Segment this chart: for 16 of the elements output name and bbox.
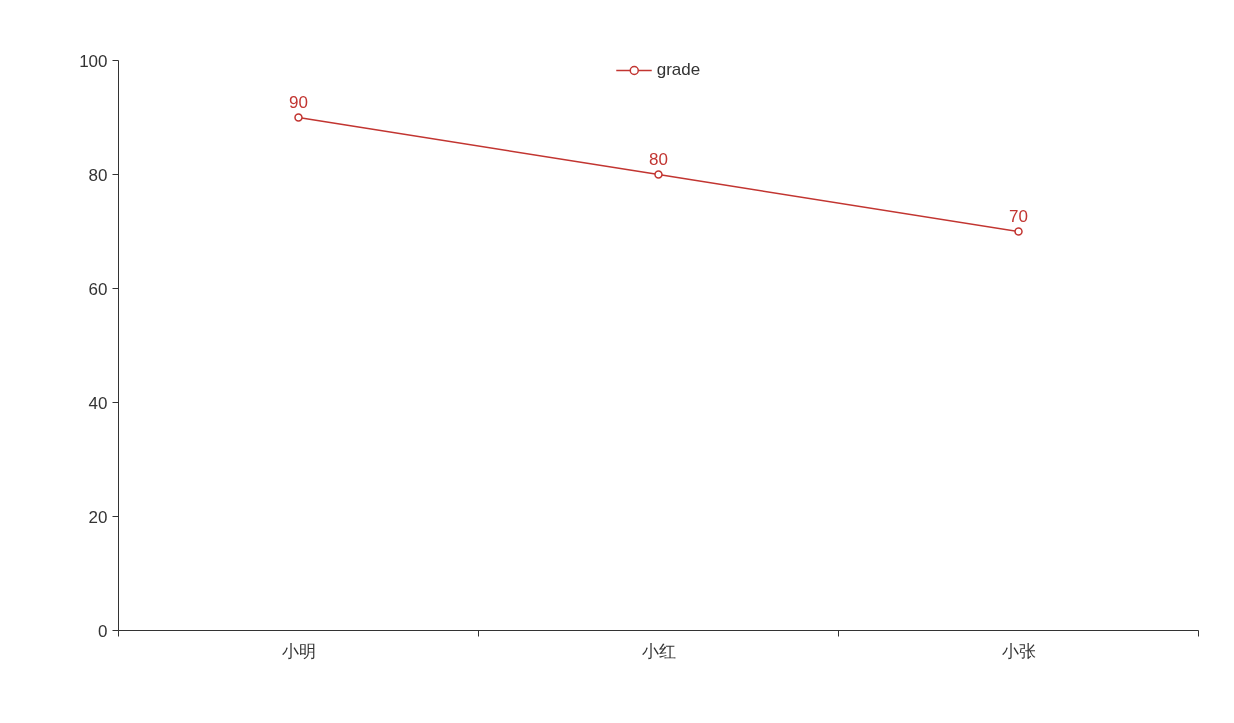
data-label: 80	[649, 149, 668, 169]
y-tick-label: 80	[88, 165, 108, 185]
point	[654, 170, 663, 179]
y-tick-label: 0	[98, 621, 108, 641]
y-tick-label: 60	[88, 279, 108, 299]
x-tick-label: 小明	[281, 641, 316, 661]
y-tick-label: 20	[88, 507, 108, 527]
y-tick-label: 40	[88, 393, 108, 413]
legend-label: grade	[656, 60, 701, 80]
x-tick-label: 小红	[641, 641, 676, 661]
point	[1014, 227, 1023, 236]
point	[294, 113, 303, 122]
data-label: 90	[289, 92, 308, 112]
y-tick-label: 100	[79, 51, 108, 71]
data-label: 70	[1009, 206, 1028, 226]
x-tick-label: 小张	[1001, 641, 1036, 661]
